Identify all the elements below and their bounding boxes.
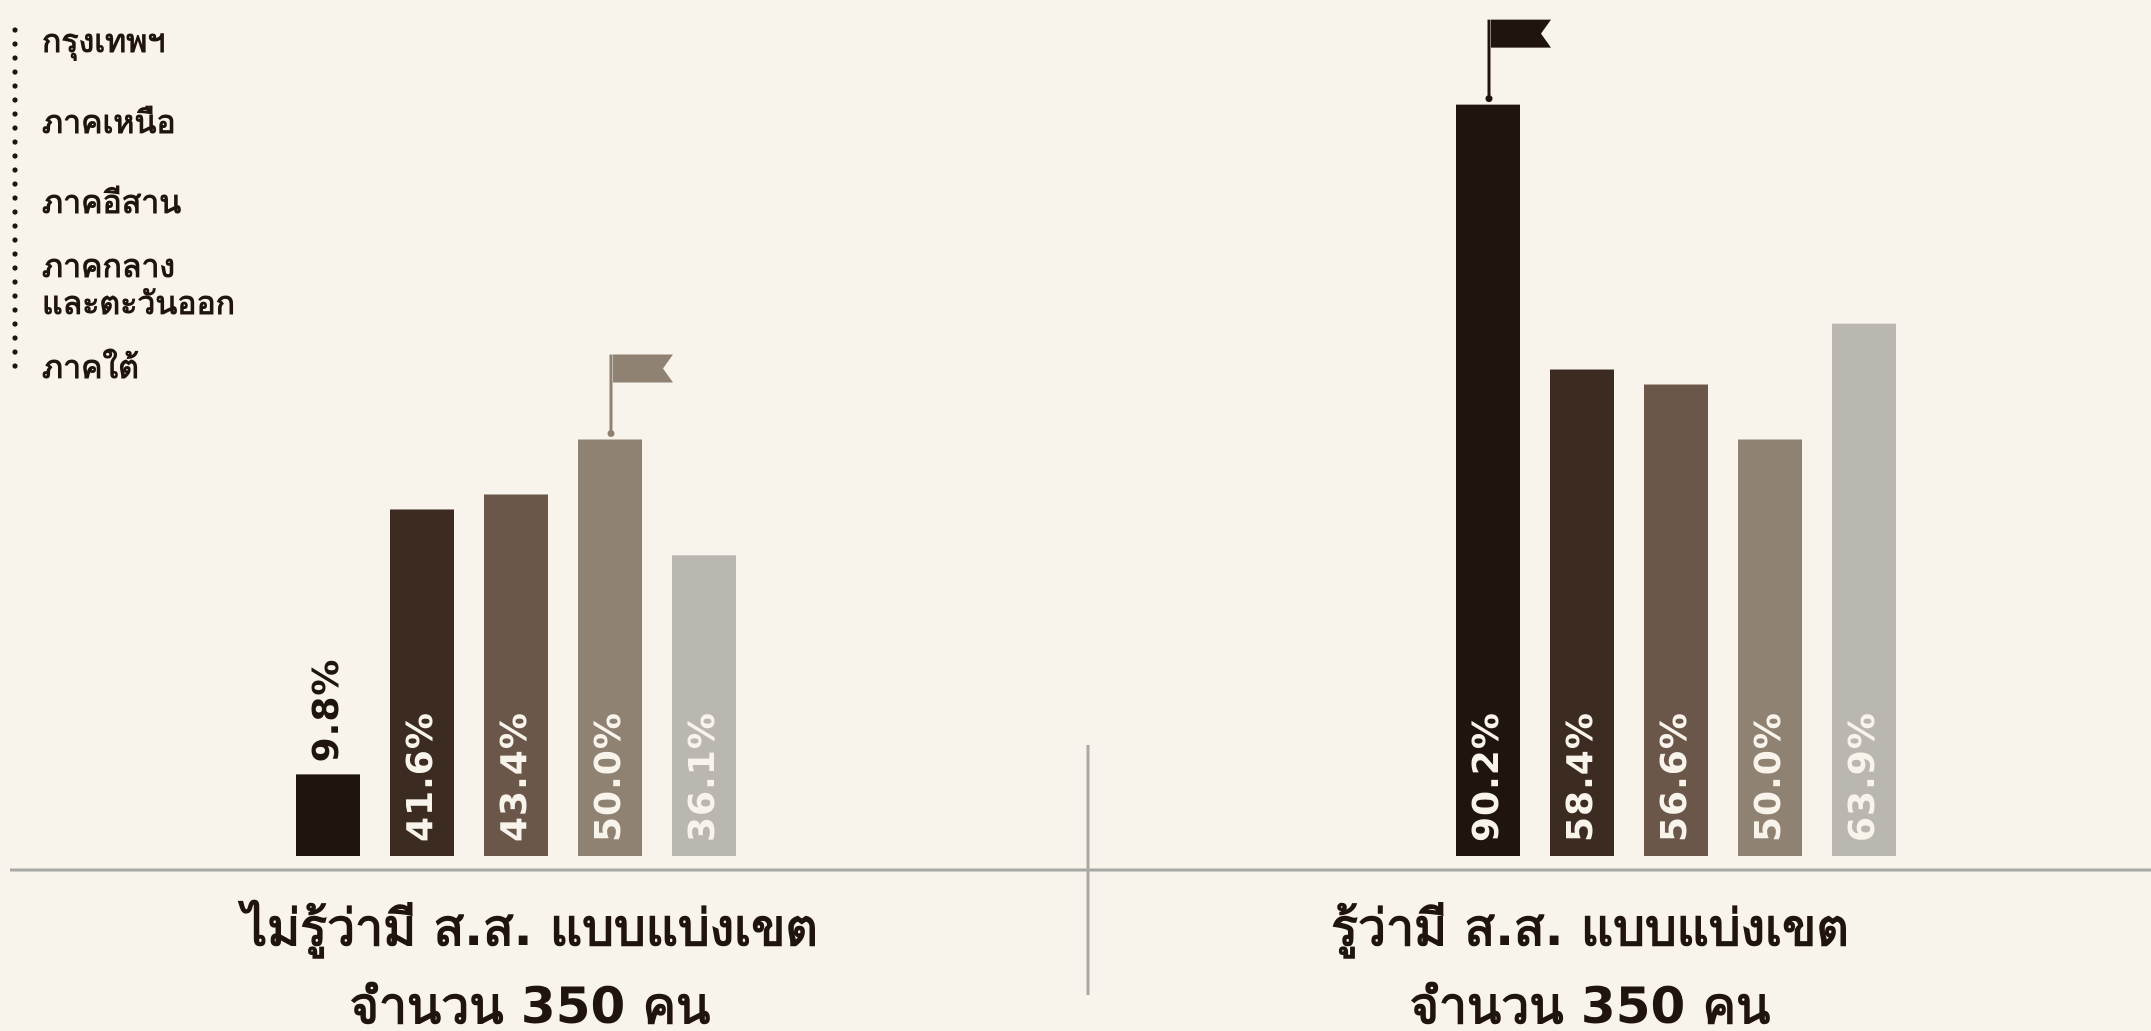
legend-dot — [12, 125, 18, 131]
legend-dot — [12, 279, 18, 285]
legend-dot — [12, 111, 18, 117]
legend-dot — [12, 321, 18, 327]
flag-markers — [607, 19, 1551, 437]
legend-dot — [12, 83, 18, 89]
legend-dot — [12, 167, 18, 173]
bar — [1456, 104, 1520, 856]
legend-dot — [12, 335, 18, 341]
legend: กรุงเทพฯภาคเหนือภาคอีสานภาคกลางและตะวันอ… — [42, 22, 235, 386]
legend-label: ภาคใต้ — [42, 348, 139, 386]
legend-label: ภาคอีสาน — [42, 183, 181, 221]
data-label: 56.6% — [1654, 712, 1695, 842]
data-label: 50.0% — [1748, 712, 1789, 842]
legend-dot — [12, 69, 18, 75]
group-subtitle: จำนวน 350 คน — [350, 977, 711, 1031]
data-label: 63.9% — [1842, 712, 1883, 842]
legend-dot — [12, 139, 18, 145]
data-label: 50.0% — [588, 712, 629, 842]
legend-dot — [12, 153, 18, 159]
data-label: 90.2% — [1466, 712, 1507, 842]
bar — [296, 774, 360, 856]
data-label: 58.4% — [1560, 712, 1601, 842]
legend-label: ภาคเหนือ — [42, 103, 176, 141]
bar — [1550, 369, 1614, 856]
legend-label: กรุงเทพฯ — [42, 22, 165, 62]
legend-dot — [12, 97, 18, 103]
legend-dot — [12, 223, 18, 229]
legend-dot — [12, 265, 18, 271]
legend-dot — [12, 293, 18, 299]
bar — [1832, 323, 1896, 856]
data-label: 36.1% — [682, 712, 723, 842]
legend-dotted-line — [12, 27, 18, 369]
bar — [390, 509, 454, 856]
data-label: 9.8% — [306, 659, 347, 763]
legend-label: และตะวันออก — [42, 284, 235, 322]
bar — [1738, 439, 1802, 856]
legend-dot — [12, 41, 18, 47]
bar — [1644, 384, 1708, 856]
flag — [613, 354, 673, 383]
legend-dot — [12, 55, 18, 61]
legend-dot — [12, 181, 18, 187]
data-label: 41.6% — [400, 712, 441, 842]
bar — [578, 439, 642, 856]
legend-dot — [12, 363, 18, 369]
group-title: รู้ว่ามี ส.ส. แบบแบ่งเขต — [1331, 899, 1849, 959]
legend-dot — [12, 251, 18, 257]
bar — [484, 494, 548, 856]
flag-pole-base — [1485, 95, 1493, 103]
legend-dot — [12, 27, 18, 33]
data-label: 43.4% — [494, 712, 535, 842]
value-labels: 9.8% 41.6% 43.4% 50.0% 36.1% 90.2% 58.4% 56.6% 5… — [306, 659, 1883, 842]
group-subtitle: จำนวน 350 คน — [1410, 977, 1771, 1031]
group-title: ไม่รู้ว่ามี ส.ส. แบบแบ่งเขต — [237, 899, 818, 959]
bar — [672, 555, 736, 856]
flag-pole-base — [607, 430, 615, 437]
legend-dot — [12, 307, 18, 313]
legend-label: ภาคกลาง — [42, 247, 175, 285]
legend-dot — [12, 237, 18, 243]
flag — [1491, 19, 1551, 48]
legend-dot — [12, 195, 18, 201]
legend-dot — [12, 209, 18, 215]
legend-dot — [12, 349, 18, 355]
bar-series — [296, 104, 1896, 856]
